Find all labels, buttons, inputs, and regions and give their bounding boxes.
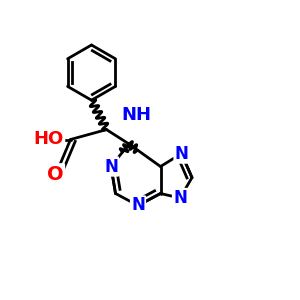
Text: N: N (173, 189, 187, 207)
Text: N: N (131, 196, 145, 214)
Text: N: N (175, 145, 188, 163)
Text: N: N (104, 158, 118, 175)
Text: O: O (47, 164, 64, 184)
Text: NH: NH (122, 106, 152, 124)
Text: HO: HO (34, 130, 64, 148)
